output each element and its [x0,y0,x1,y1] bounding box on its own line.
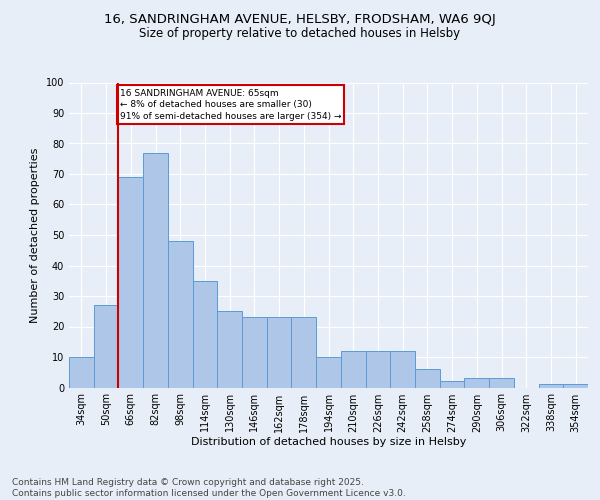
Text: Contains HM Land Registry data © Crown copyright and database right 2025.
Contai: Contains HM Land Registry data © Crown c… [12,478,406,498]
Bar [489,378,514,388]
Bar [69,357,94,388]
Bar [390,351,415,388]
Bar [440,382,464,388]
Bar [94,305,118,388]
Bar [217,311,242,388]
Bar [365,351,390,388]
Bar [168,241,193,388]
Bar [341,351,365,388]
Bar [193,281,217,388]
Bar [143,152,168,388]
Bar [563,384,588,388]
Bar [464,378,489,388]
X-axis label: Distribution of detached houses by size in Helsby: Distribution of detached houses by size … [191,438,466,448]
Bar [539,384,563,388]
Text: 16 SANDRINGHAM AVENUE: 65sqm
← 8% of detached houses are smaller (30)
91% of sem: 16 SANDRINGHAM AVENUE: 65sqm ← 8% of det… [119,88,341,121]
Text: Size of property relative to detached houses in Helsby: Size of property relative to detached ho… [139,28,461,40]
Bar [242,318,267,388]
Bar [267,318,292,388]
Bar [292,318,316,388]
Bar [118,177,143,388]
Bar [316,357,341,388]
Y-axis label: Number of detached properties: Number of detached properties [30,148,40,322]
Text: 16, SANDRINGHAM AVENUE, HELSBY, FRODSHAM, WA6 9QJ: 16, SANDRINGHAM AVENUE, HELSBY, FRODSHAM… [104,12,496,26]
Bar [415,369,440,388]
